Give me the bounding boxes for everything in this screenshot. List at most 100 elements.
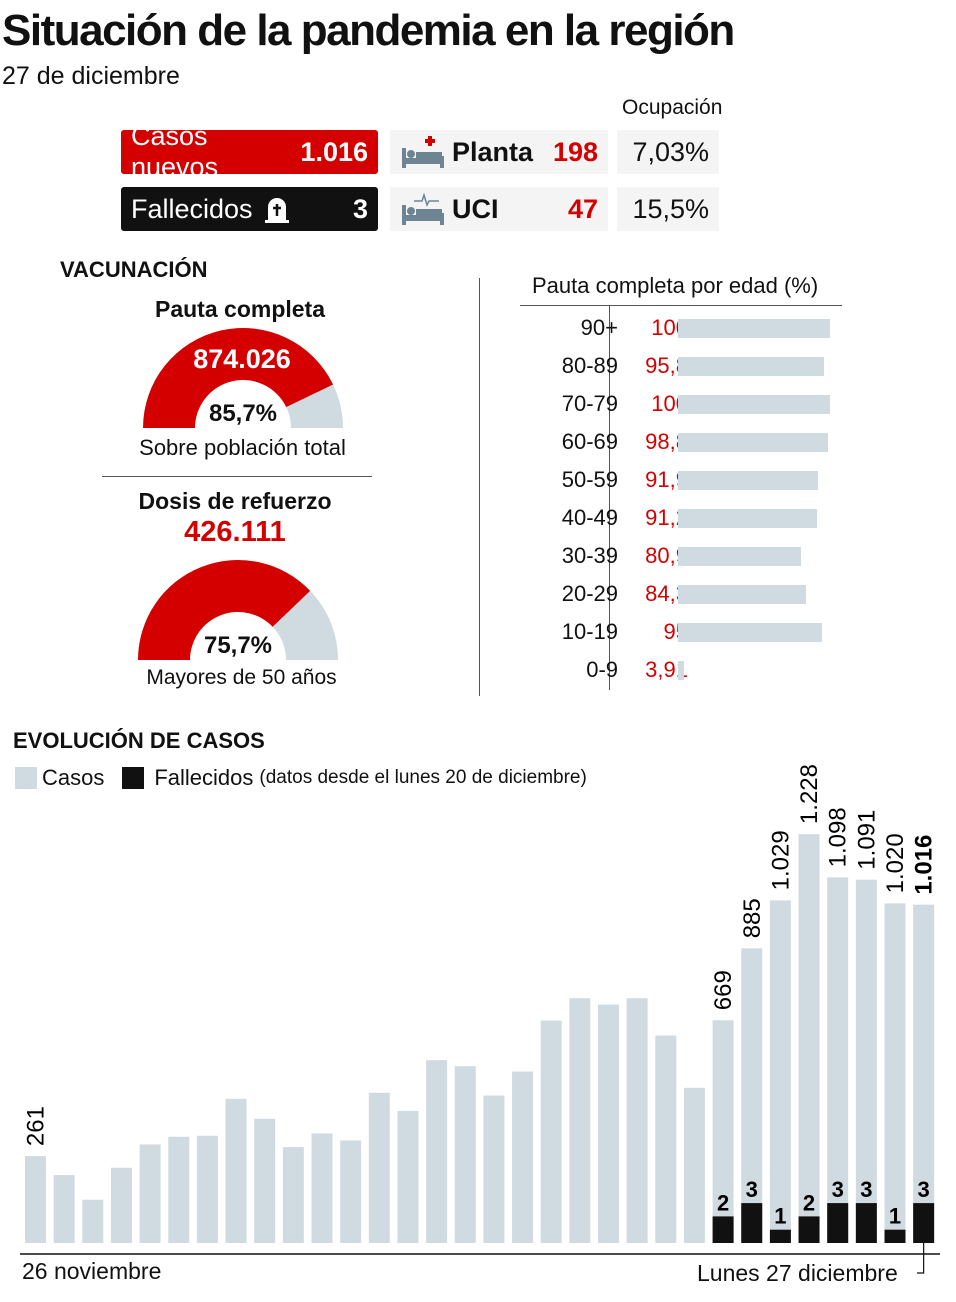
cases-bar — [282, 1147, 304, 1243]
cases-bar-label: 1.091 — [853, 810, 880, 870]
cases-bar — [540, 1020, 562, 1243]
deaths-bar-label: 1 — [889, 1204, 901, 1229]
booster-percent: 75,7% — [203, 632, 273, 659]
age-bar — [678, 357, 824, 376]
booster-gauge-empty-arc — [272, 590, 338, 660]
deaths-bar-label: 3 — [746, 1177, 758, 1202]
icu-bed-icon — [402, 192, 444, 225]
age-row: 50-59 91,9 — [520, 465, 850, 495]
age-row: 20-29 84,3 — [520, 579, 850, 609]
age-bar — [678, 433, 829, 452]
cases-bar — [855, 879, 877, 1243]
x-start-label: 26 noviembre — [22, 1258, 162, 1284]
gauges — [138, 328, 343, 660]
end-date-leader — [917, 1243, 925, 1274]
age-row: 40-49 91,2 — [520, 503, 850, 533]
cases-bar — [254, 1118, 276, 1243]
evolution-heading: EVOLUCIÓN DE CASOS — [13, 728, 265, 753]
icu-occupancy: 15,5% — [617, 187, 719, 231]
hospital-bed-icon — [402, 136, 444, 168]
deaths-bar-label: 2 — [803, 1190, 815, 1215]
cases-bar — [368, 1092, 390, 1243]
cases-bar — [626, 998, 648, 1243]
new-cases-label: Casos nuevos — [131, 121, 219, 182]
deaths-bar-label: 3 — [832, 1177, 844, 1202]
cases-bar-label: 669 — [710, 970, 737, 1010]
age-chart-axis — [609, 305, 610, 690]
cases-bar — [827, 877, 849, 1243]
cases-bar — [340, 1140, 362, 1243]
legend-label-deaths: Fallecidos — [154, 765, 254, 790]
cases-bar — [426, 1060, 448, 1243]
cases-bar — [712, 1020, 734, 1243]
cases-bar-label: 1.020 — [882, 833, 909, 893]
cases-bar — [884, 903, 906, 1243]
icu-value: 47 — [567, 193, 598, 224]
cases-bar — [110, 1167, 132, 1243]
cases-bar-label: 261 — [23, 1106, 50, 1146]
vaccination-heading: VACUNACIÓN — [60, 257, 208, 282]
cases-bar — [683, 1087, 705, 1243]
age-label: 10-19 — [561, 619, 618, 644]
cases-bar — [798, 834, 820, 1243]
cases-bar — [655, 1035, 677, 1243]
full-vaccination-caption: Sobre población total — [139, 435, 346, 460]
cases-bar — [139, 1144, 161, 1243]
age-row: 60-69 98,8 — [520, 427, 850, 457]
deaths-bar-label: 2 — [717, 1190, 729, 1215]
icu-label: UCI — [452, 193, 499, 224]
age-chart-rule — [520, 305, 842, 306]
cases-bar-label: 1.098 — [825, 807, 852, 867]
age-label: 60-69 — [561, 429, 618, 454]
age-bar — [678, 395, 830, 414]
cases-bar — [454, 1066, 476, 1243]
cases-bar — [569, 998, 591, 1243]
cases-bar — [913, 904, 935, 1243]
cases-bar — [225, 1098, 247, 1243]
cases-bar-label: 1.016 — [911, 835, 938, 895]
cases-bar — [483, 1095, 505, 1243]
age-bar — [678, 661, 684, 680]
legend-swatch-deaths — [122, 767, 145, 789]
legend: Casos Fallecidos (datos desde el lunes 2… — [15, 765, 587, 791]
age-label: 40-49 — [561, 505, 618, 530]
full-gauge-empty-arc — [286, 384, 343, 428]
cases-bar — [25, 1156, 46, 1243]
ward-box: Planta 198 — [390, 130, 608, 174]
deaths-bar — [798, 1216, 820, 1243]
age-label: 90+ — [580, 315, 618, 340]
age-bar — [678, 471, 818, 490]
booster-value: 426.111 — [184, 516, 286, 548]
cases-bar — [82, 1199, 104, 1243]
legend-label-cases: Casos — [42, 765, 105, 790]
cases-bar — [512, 1071, 534, 1243]
full-vaccination-value: 874.026 — [193, 344, 291, 374]
deaths-bar — [769, 1229, 791, 1243]
deaths-bar-label: 1 — [774, 1204, 786, 1229]
deaths-box: Fallecidos 3 — [121, 187, 378, 231]
cases-bar-label: 1.029 — [767, 830, 794, 890]
legend-note: (datos desde el lunes 20 de diciembre) — [259, 767, 587, 788]
age-label: 70-79 — [561, 391, 618, 416]
age-row: 30-39 80,9 — [520, 541, 850, 571]
age-chart-title: Pauta completa por edad (%) — [532, 273, 819, 298]
age-bar — [678, 623, 823, 642]
age-bar — [678, 547, 801, 566]
cases-bar — [598, 1004, 619, 1243]
cases-bar — [196, 1135, 218, 1243]
full-vaccination-percent: 85,7% — [208, 400, 278, 427]
age-label: 50-59 — [561, 467, 618, 492]
cases-bar — [769, 900, 791, 1243]
vertical-divider — [479, 278, 480, 696]
page-title: Situación de la pandemia en la región — [2, 6, 735, 55]
deaths-bar-label: 3 — [918, 1177, 930, 1202]
deaths-bar — [884, 1229, 906, 1243]
cases-bar-label: 885 — [739, 898, 766, 938]
new-cases-box: Casos nuevos 1.016 — [121, 121, 378, 182]
deaths-bar — [913, 1203, 935, 1243]
divider — [102, 476, 372, 477]
full-vaccination-label: Pauta completa — [155, 296, 325, 322]
deaths-bar — [741, 1203, 763, 1243]
booster-caption: Mayores de 50 años — [146, 666, 337, 689]
